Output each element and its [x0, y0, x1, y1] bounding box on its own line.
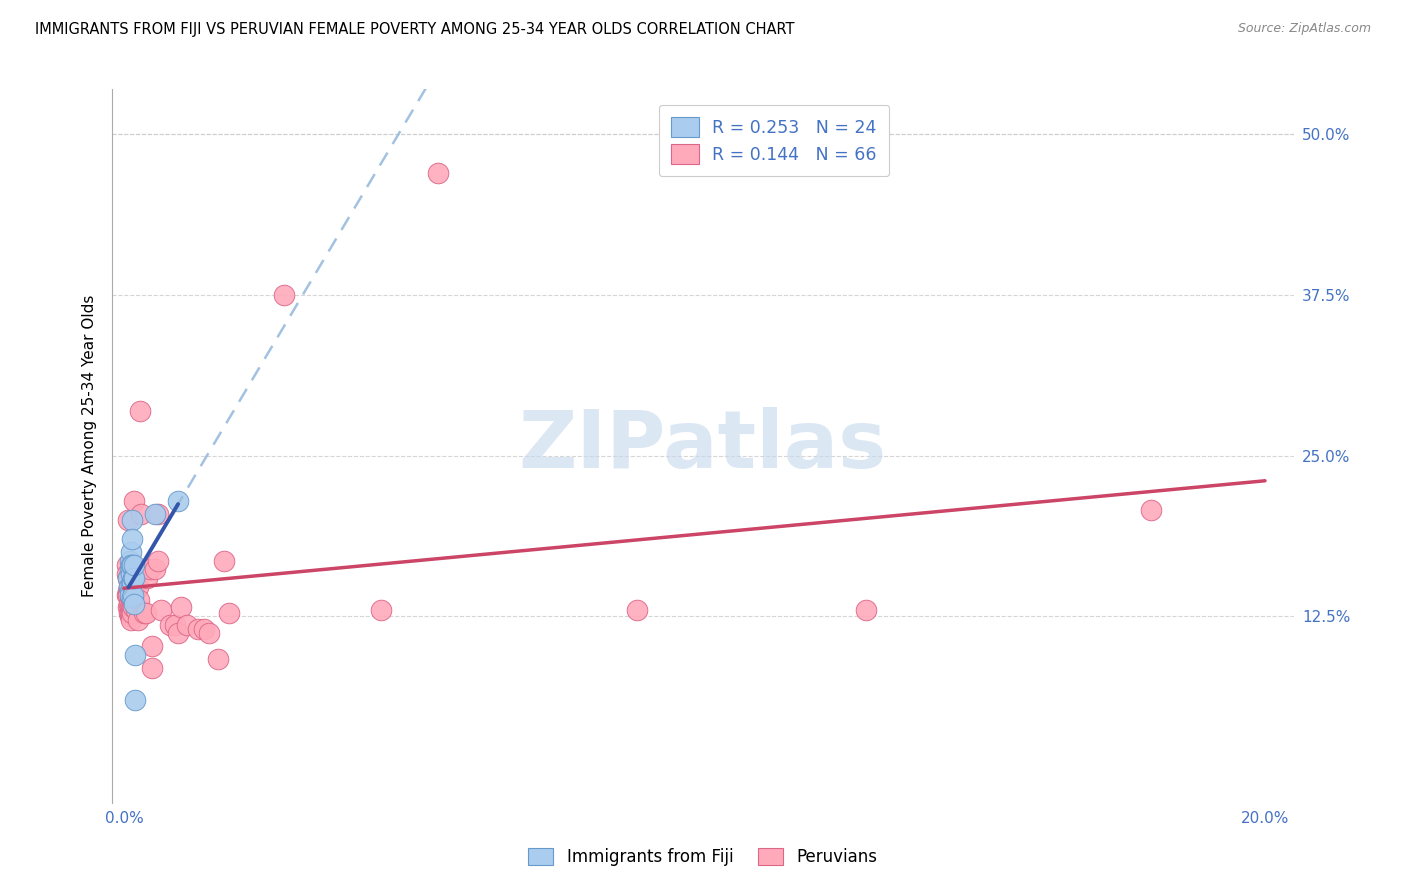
Point: [117, 587, 139, 601]
Point: [143, 562, 166, 576]
Point: [176, 618, 198, 632]
Point: [117, 571, 139, 585]
Point: [273, 288, 295, 302]
Point: [117, 571, 139, 585]
Text: IMMIGRANTS FROM FIJI VS PERUVIAN FEMALE POVERTY AMONG 25-34 YEAR OLDS CORRELATIO: IMMIGRANTS FROM FIJI VS PERUVIAN FEMALE …: [35, 22, 794, 37]
Point: [426, 166, 449, 180]
Point: [120, 566, 142, 581]
Point: [212, 554, 235, 568]
Point: [626, 603, 648, 617]
Point: [129, 507, 152, 521]
Point: [127, 580, 149, 594]
Point: [218, 606, 240, 620]
Point: [132, 606, 155, 620]
Point: [138, 562, 160, 576]
Point: [118, 583, 141, 598]
Point: [115, 558, 138, 572]
Point: [120, 577, 142, 591]
Point: [117, 587, 139, 601]
Point: [135, 606, 157, 620]
Point: [159, 618, 181, 632]
Point: [128, 403, 150, 417]
Point: [187, 622, 209, 636]
Point: [120, 587, 142, 601]
Point: [124, 648, 146, 662]
Point: [120, 606, 142, 620]
Point: [122, 587, 145, 601]
Point: [141, 639, 163, 653]
Legend: R = 0.253   N = 24, R = 0.144   N = 66: R = 0.253 N = 24, R = 0.144 N = 66: [658, 105, 889, 177]
Point: [121, 574, 143, 589]
Point: [120, 580, 142, 594]
Point: [120, 554, 142, 568]
Point: [124, 693, 146, 707]
Point: [120, 558, 142, 572]
Point: [120, 592, 142, 607]
Point: [141, 661, 163, 675]
Point: [122, 493, 145, 508]
Point: [121, 513, 143, 527]
Point: [120, 590, 142, 604]
Point: [1140, 502, 1163, 516]
Point: [149, 603, 172, 617]
Point: [120, 606, 142, 620]
Point: [143, 507, 166, 521]
Point: [167, 626, 190, 640]
Point: [118, 583, 141, 598]
Point: [117, 513, 139, 527]
Point: [127, 613, 149, 627]
Point: [128, 592, 150, 607]
Point: [122, 571, 145, 585]
Point: [118, 600, 141, 615]
Point: [118, 580, 141, 594]
Point: [118, 606, 141, 620]
Point: [118, 574, 141, 589]
Point: [193, 622, 215, 636]
Point: [121, 533, 143, 547]
Point: [122, 571, 145, 585]
Point: [117, 583, 139, 598]
Point: [117, 566, 139, 581]
Point: [167, 493, 190, 508]
Point: [122, 597, 145, 611]
Point: [170, 600, 193, 615]
Point: [118, 609, 141, 624]
Point: [146, 507, 169, 521]
Point: [118, 580, 141, 594]
Point: [121, 558, 143, 572]
Point: [121, 600, 143, 615]
Point: [122, 600, 145, 615]
Point: [370, 603, 392, 617]
Point: [118, 571, 141, 585]
Point: [120, 613, 142, 627]
Point: [121, 590, 143, 604]
Point: [855, 603, 877, 617]
Point: [120, 580, 142, 594]
Point: [135, 571, 157, 585]
Point: [120, 597, 142, 611]
Point: [122, 583, 145, 598]
Point: [146, 554, 169, 568]
Point: [122, 558, 145, 572]
Point: [117, 600, 139, 615]
Point: [118, 597, 141, 611]
Point: [122, 562, 145, 576]
Point: [165, 618, 187, 632]
Y-axis label: Female Poverty Among 25-34 Year Olds: Female Poverty Among 25-34 Year Olds: [82, 295, 97, 597]
Point: [121, 592, 143, 607]
Point: [120, 583, 142, 598]
Point: [121, 606, 143, 620]
Point: [125, 603, 148, 617]
Text: ZIPatlas: ZIPatlas: [519, 407, 887, 485]
Point: [207, 652, 229, 666]
Point: [122, 590, 145, 604]
Point: [124, 574, 146, 589]
Point: [198, 626, 221, 640]
Legend: Immigrants from Fiji, Peruvians: Immigrants from Fiji, Peruvians: [520, 840, 886, 875]
Point: [120, 545, 142, 559]
Point: [118, 562, 141, 576]
Point: [121, 574, 143, 589]
Text: Source: ZipAtlas.com: Source: ZipAtlas.com: [1237, 22, 1371, 36]
